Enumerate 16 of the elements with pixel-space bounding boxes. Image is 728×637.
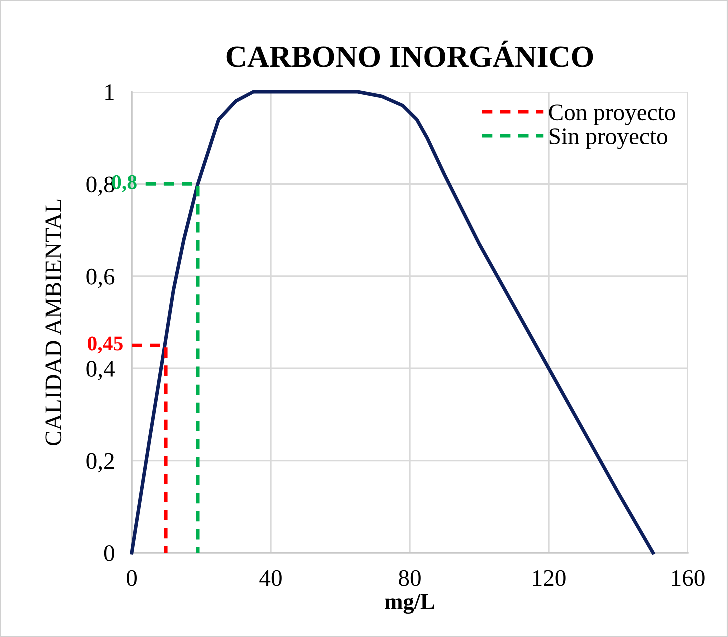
chart-title: CARBONO INORGÁNICO: [226, 40, 594, 68]
x-axis-title: mg/L: [385, 594, 434, 614]
y-tick-label: 0,2: [86, 453, 114, 473]
legend-label: Sin proyecto: [550, 128, 668, 150]
x-tick-label: 120: [533, 570, 566, 586]
y-tick-label: 0: [104, 545, 114, 562]
data-label: 0,45: [88, 336, 123, 354]
x-tick-label: 40: [260, 570, 282, 586]
x-tick-label: 80: [399, 570, 421, 586]
legend-label: Con proyecto: [549, 104, 676, 126]
y-tick-label: 0,4: [86, 361, 115, 380]
y-tick-label: 0,6: [86, 268, 115, 288]
x-tick-label: 0: [126, 570, 138, 586]
y-tick-label: 1: [106, 84, 114, 100]
y-axis-title: CALIDAD AMBIENTAL: [46, 200, 62, 446]
x-tick-label: 160: [672, 570, 705, 586]
